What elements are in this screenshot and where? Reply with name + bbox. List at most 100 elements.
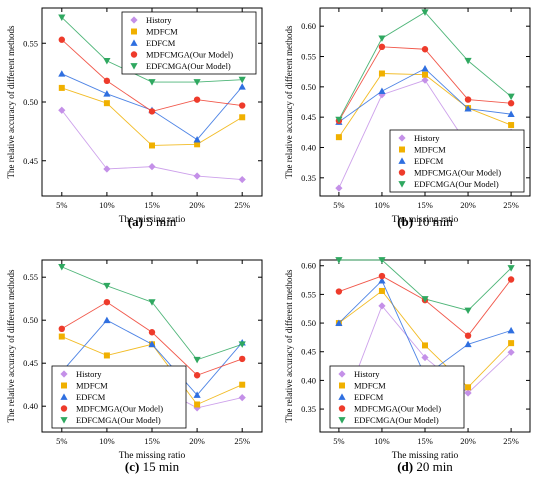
chart-d-ytick-label: 0.35	[301, 404, 316, 414]
chart-d-caption-text: 20 min	[413, 459, 453, 474]
chart-d-xtick-label: 25%	[503, 436, 519, 446]
chart-c-series-line	[61, 301, 243, 376]
chart-b-panel: 0.35 0.40 0.45 0.50 0.55 0.60 5% 10% 15% 20% 25% Th…	[284, 7, 531, 225]
chart-c-data-point	[58, 264, 66, 271]
chart-b-legend-marker	[398, 181, 406, 188]
chart-d-panel: 0.35 0.40 0.45 0.50 0.55 0.60 5% 10% 15% 20% 25% Th…	[284, 257, 531, 461]
chart-a-data-point	[103, 90, 111, 97]
chart-a-series-3	[58, 36, 246, 115]
chart-c-data-point	[193, 356, 201, 364]
chart-c-xtick-label: 15%	[144, 436, 160, 446]
chart-a-series-4	[58, 14, 246, 86]
chart-d-series-line	[338, 275, 512, 337]
chart-a-data-point	[103, 57, 111, 65]
chart-a-caption-text: 5 min	[143, 214, 177, 229]
chart-a-data-point	[148, 108, 156, 115]
chart-c-data-point	[148, 329, 156, 336]
chart-b-ytick-label: 0.35	[301, 173, 316, 183]
chart-b-xtick-label: 20%	[460, 200, 476, 210]
chart-a-panel: 0.45 0.50 0.55 5% 10% 15% 20% 25% The missing ra…	[6, 7, 263, 225]
chart-a-legend-marker	[130, 51, 138, 58]
chart-d-data-point	[335, 288, 343, 295]
chart-d-legend-marker	[338, 370, 346, 378]
chart-c-xtick-label: 10%	[99, 436, 115, 446]
chart-a-data-point	[148, 79, 156, 86]
chart-b-legend-marker	[398, 157, 406, 164]
chart-d-data-point	[507, 265, 515, 272]
chart-d-xtick-label: 20%	[460, 436, 476, 446]
chart-a-series-line	[61, 87, 243, 146]
chart-b-legend-marker	[398, 169, 406, 176]
chart-d-data-point	[508, 340, 515, 347]
chart-c-xlabel: The missing ratio	[119, 451, 186, 461]
chart-c-data-point	[239, 355, 246, 363]
chart-a-xlabel: The missing ratio	[119, 215, 186, 225]
chart-a-series-1	[58, 84, 246, 149]
chart-a-xtick-label: 20%	[189, 200, 205, 210]
chart-c-series-3	[58, 298, 246, 379]
chart-b-xtick-label: 25%	[503, 200, 519, 210]
chart-a-data-point	[238, 83, 246, 90]
chart-c-legend-marker	[60, 417, 68, 424]
chart-d-xtick-label: 10%	[374, 436, 390, 446]
chart-d-data-point	[507, 276, 515, 283]
chart-c-data-point	[193, 404, 201, 412]
chart-d-legend-marker	[338, 393, 346, 400]
chart-a-data-point	[193, 79, 201, 86]
chart-b-xtick-label: 15%	[417, 200, 433, 210]
chart-b-legend-label: MDFCMGA(Our Model)	[414, 168, 501, 178]
chart-b-ytick-label: 0.50	[301, 82, 316, 92]
chart-c-xtick-label: 25%	[234, 436, 250, 446]
chart-b-ytick-label: 0.60	[301, 21, 316, 31]
chart-b-data-point	[335, 134, 342, 141]
chart-b-data-point	[335, 116, 343, 124]
chart-d-legend-label: EDFCMGA(Our Model)	[354, 415, 439, 425]
chart-d-series-2	[335, 277, 515, 379]
chart-b-caption: (b) 10 min	[397, 214, 453, 229]
chart-a-ytick-label: 0.45	[23, 156, 38, 166]
chart-b-ytick-label: 0.45	[301, 112, 316, 122]
chart-a-data-point	[193, 172, 201, 180]
chart-b-data-point	[421, 65, 429, 72]
chart-c-legend-label: MDFCMGA(Our Model)	[76, 404, 163, 414]
chart-b-caption-letter: (b)	[397, 214, 413, 229]
chart-d-ylabel: The relative accuracy of different metho…	[284, 269, 294, 423]
chart-a-xtick-label: 15%	[144, 200, 160, 210]
chart-b-caption-text: 10 min	[413, 214, 453, 229]
chart-c-xtick-label: 20%	[189, 436, 205, 446]
chart-c-series-4	[58, 264, 246, 364]
chart-c-data-point	[103, 316, 111, 324]
chart-c-data-point	[239, 381, 246, 388]
chart-d-data-point	[421, 353, 429, 362]
chart-b-legend-label: EDFCM	[414, 156, 444, 166]
chart-d-data-point	[465, 384, 472, 391]
chart-c-data-point	[103, 282, 111, 290]
chart-d-legend-label: MDFCM	[354, 381, 386, 391]
chart-d-ytick-label: 0.50	[301, 318, 316, 328]
chart-a-data-point	[58, 106, 66, 114]
chart-a-legend-label: EDFCMGA(Our Model)	[146, 61, 231, 71]
chart-a-xtick-label: 25%	[234, 200, 250, 210]
chart-b-legend-label: History	[414, 133, 440, 143]
chart-d-xtick-label: 15%	[417, 436, 433, 446]
chart-d-data-point	[464, 389, 472, 397]
chart-a-xtick-label: 5%	[56, 200, 67, 210]
chart-b-data-point	[421, 76, 429, 84]
chart-a-caption: (a) 5 min	[128, 214, 177, 229]
chart-a-data-point	[148, 163, 156, 171]
chart-b-data-point	[464, 96, 472, 103]
chart-a-legend-marker	[131, 28, 137, 35]
chart-a-data-point	[238, 175, 246, 184]
chart-b-legend-box	[389, 129, 525, 193]
chart-b-legend-marker	[398, 134, 406, 142]
chart-a-data-point	[58, 14, 66, 21]
chart-c-ylabel: The relative accuracy of different metho…	[6, 269, 16, 423]
chart-a-ylabel: The relative accuracy of different metho…	[6, 25, 16, 179]
chart-d-legend-box	[329, 365, 465, 429]
chart-b-data-point	[421, 46, 429, 53]
chart-a-data-point	[193, 136, 201, 143]
chart-d-data-point	[464, 340, 472, 348]
